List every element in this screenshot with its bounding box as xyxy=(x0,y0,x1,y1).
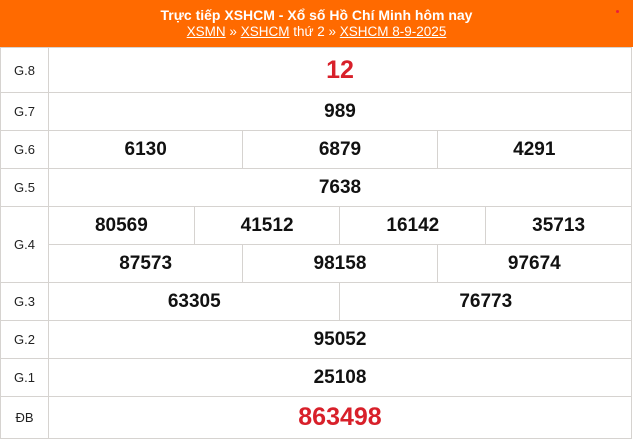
prize-row-special: ĐB 863498 xyxy=(0,396,632,439)
breadcrumb-xsmn-link[interactable]: XSMN xyxy=(186,24,226,39)
prize-label: G.6 xyxy=(0,130,49,169)
prize-number: 41512 xyxy=(193,206,341,245)
live-dot-icon xyxy=(616,10,619,13)
prize-number: 95052 xyxy=(48,320,632,359)
prize-label: G.7 xyxy=(0,92,49,131)
prize-label: ĐB xyxy=(0,396,49,439)
breadcrumb-date-link[interactable]: XSHCM 8-9-2025 xyxy=(339,24,447,39)
prize-number: 25108 xyxy=(48,358,632,397)
breadcrumb-separator: » xyxy=(225,24,241,39)
prize-number: 12 xyxy=(48,47,632,93)
prize-row-g1: G.1 25108 xyxy=(0,358,632,397)
prize-number: 98158 xyxy=(242,244,438,283)
prize-number: 7638 xyxy=(48,168,632,207)
prize-number: 4291 xyxy=(436,130,633,169)
prize-row-g8: G.8 12 xyxy=(0,47,632,93)
prize-row-g5: G.5 7638 xyxy=(0,168,632,207)
prize-number: 16142 xyxy=(339,206,487,245)
breadcrumb-xshcm-link[interactable]: XSHCM xyxy=(240,24,290,39)
prize-number: 35713 xyxy=(485,206,632,245)
prize-row-g4-second: 87573 98158 97674 xyxy=(1,244,633,283)
prize-row-g6: G.6 6130 6879 4291 xyxy=(0,130,633,169)
prize-label: G.5 xyxy=(0,168,49,207)
prize-label: G.4 xyxy=(0,206,49,283)
prize-row-g4: G.4 80569 41512 16142 35713 xyxy=(0,206,632,283)
prize-number: 80569 xyxy=(48,206,195,245)
prize-number: 87573 xyxy=(47,244,244,283)
prize-number: 63305 xyxy=(47,282,341,321)
prize-row-g7: G.7 989 xyxy=(0,92,632,131)
prize-label: G.1 xyxy=(0,358,49,397)
prize-label: G.8 xyxy=(0,47,49,93)
prize-number: 6130 xyxy=(47,130,244,169)
prize-row-g2: G.2 95052 xyxy=(0,320,632,359)
results-table: G.8 12 G.7 989 G.6 6130 6879 4291 G.5 76… xyxy=(0,47,633,439)
prize-number: 989 xyxy=(48,92,632,131)
breadcrumb: XSMN » XSHCM thứ 2 » XSHCM 8-9-2025 xyxy=(0,23,633,40)
prize-row-g3: G.3 63305 76773 xyxy=(0,282,632,321)
prize-number: 76773 xyxy=(339,282,632,321)
prize-number: 97674 xyxy=(436,244,633,283)
special-prize-number: 863498 xyxy=(48,396,632,439)
prize-label: G.2 xyxy=(0,320,49,359)
page-header: Trực tiếp XSHCM - Xổ số Hồ Chí Minh hôm … xyxy=(0,0,633,47)
breadcrumb-weekday: thứ 2 » xyxy=(289,24,340,39)
prize-number: 6879 xyxy=(242,130,438,169)
page-title: Trực tiếp XSHCM - Xổ số Hồ Chí Minh hôm … xyxy=(160,7,473,23)
prize-label: G.3 xyxy=(0,282,49,321)
